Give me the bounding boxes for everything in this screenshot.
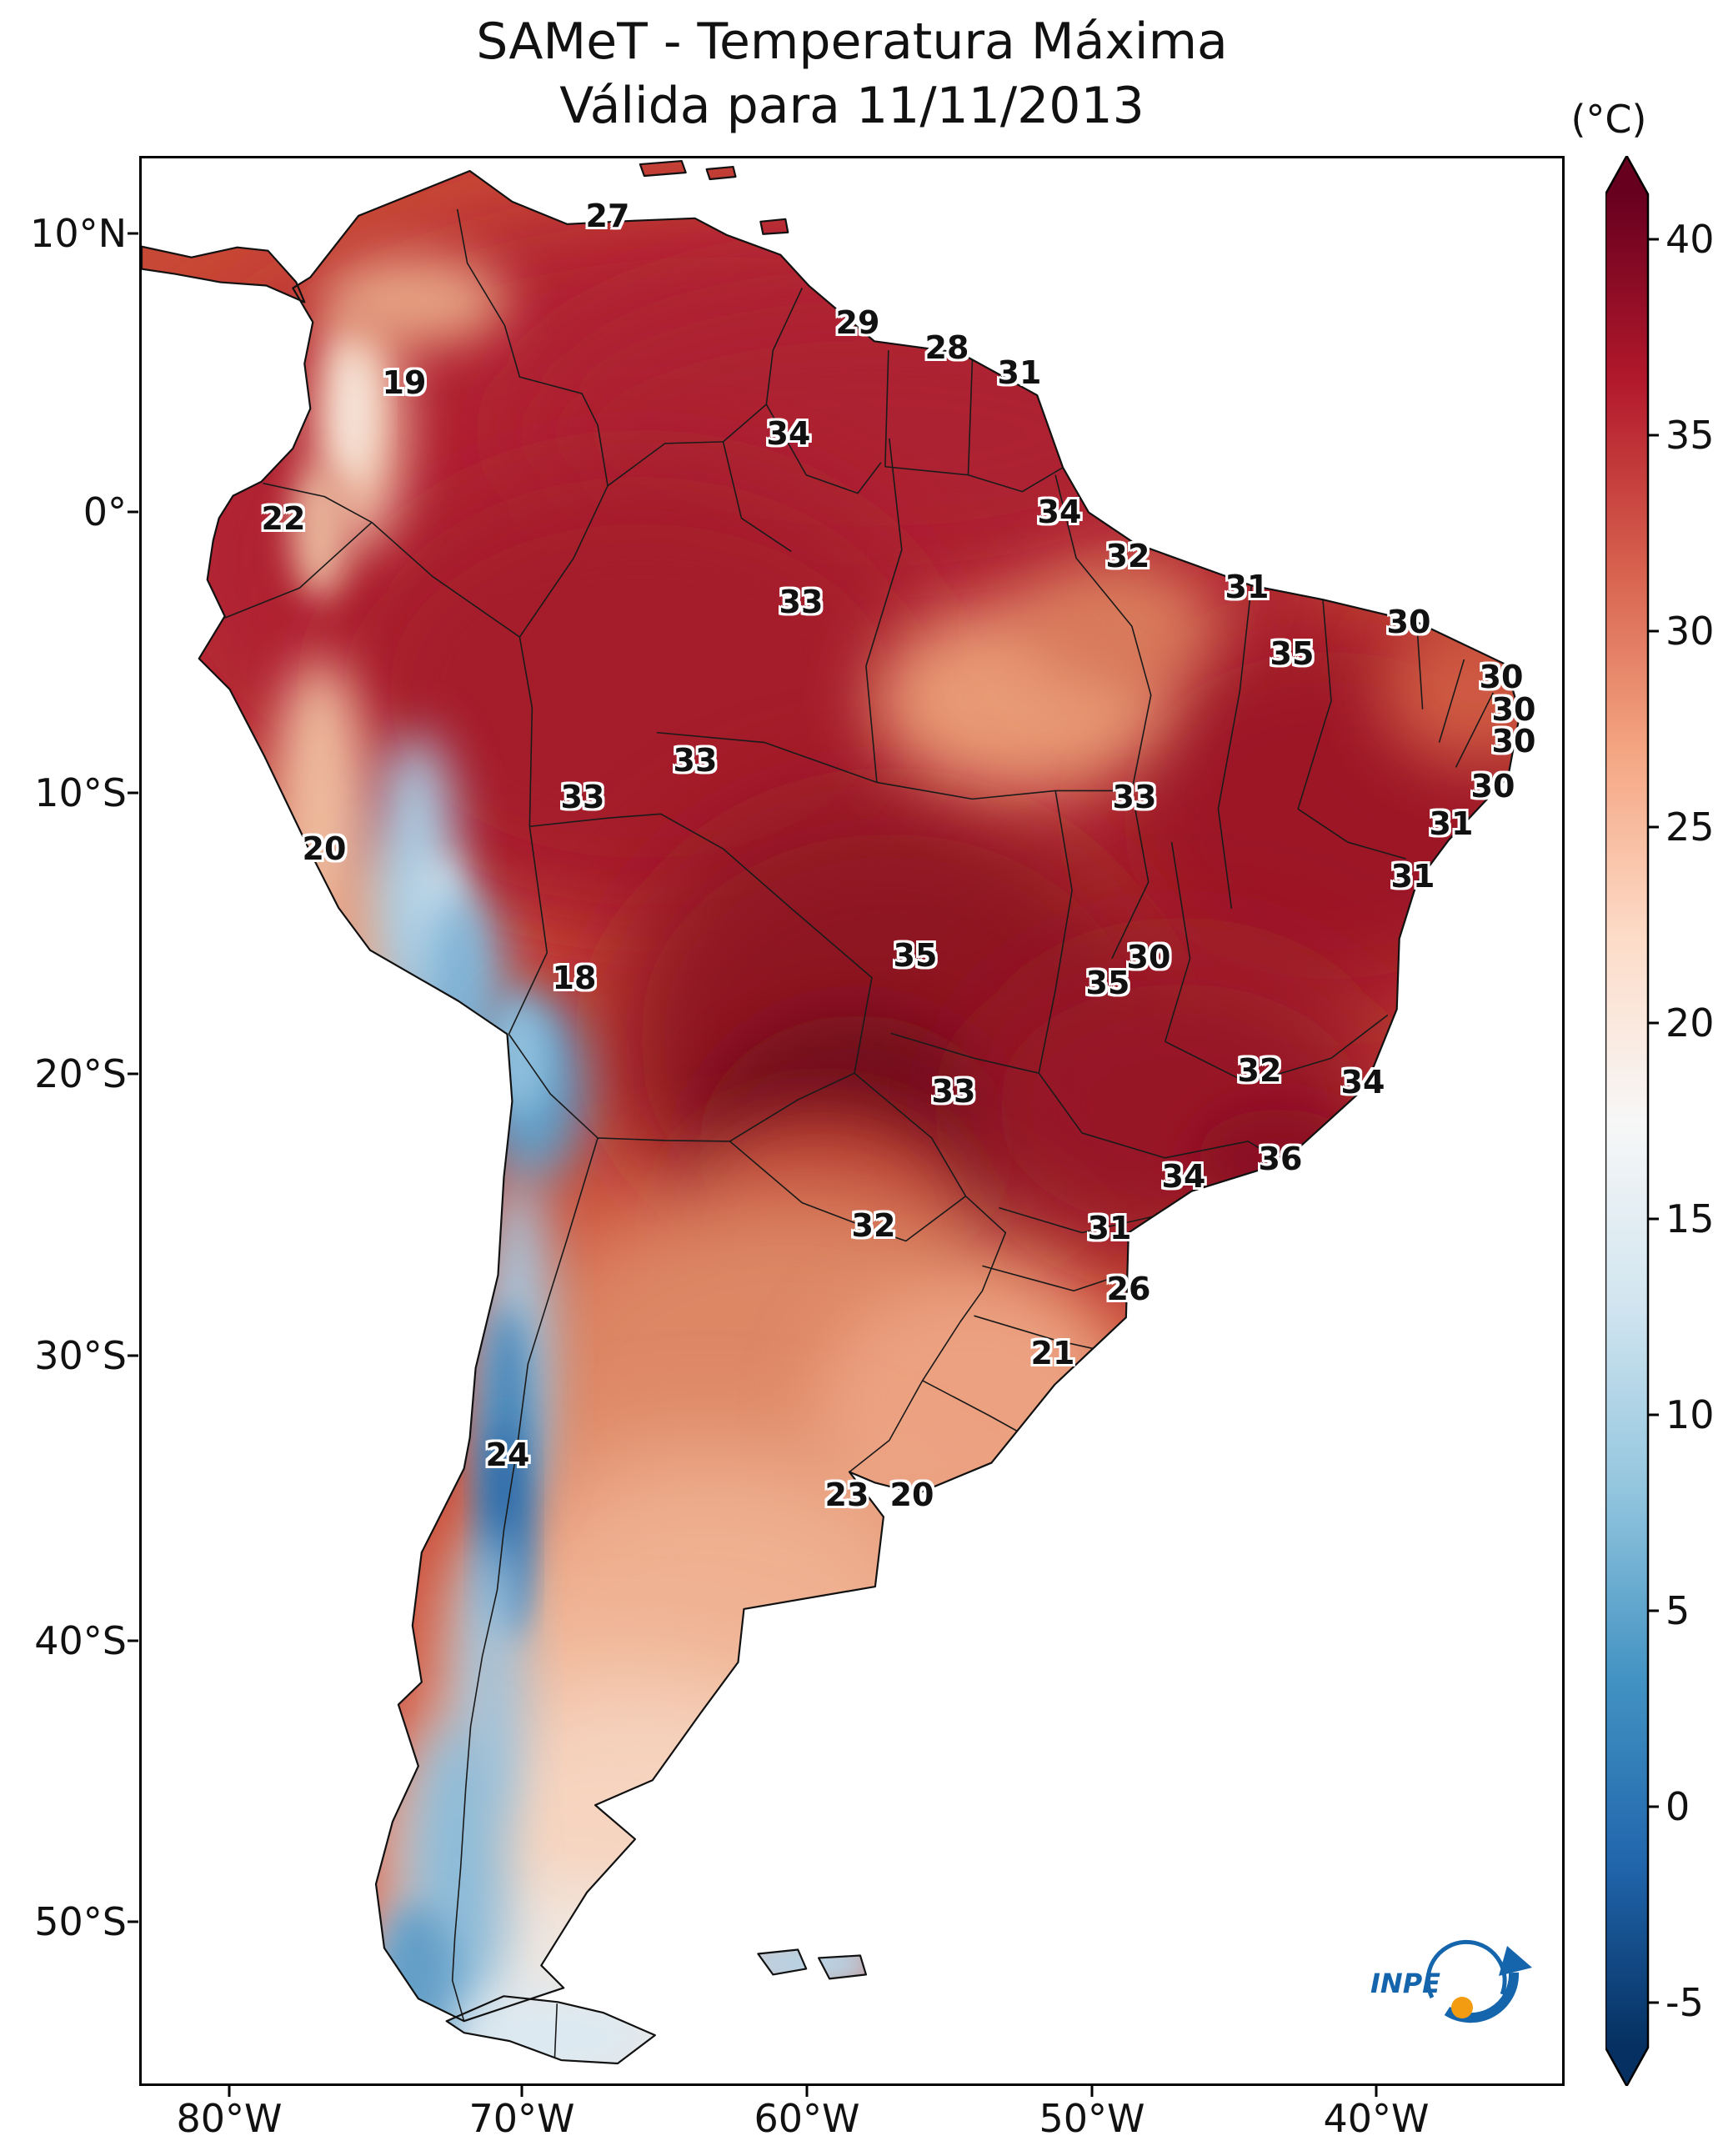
colorbar-unit-label: (°C) — [1570, 97, 1647, 142]
lon-tick-label: 70°W — [468, 2096, 575, 2141]
colorbar-tick-label: 20 — [1665, 1000, 1715, 1045]
colorbar-tick-label: -5 — [1665, 1980, 1704, 2025]
lon-tick-mark — [1375, 2086, 1378, 2097]
title-line1: SAMeT - Temperatura Máxima — [476, 13, 1228, 71]
lat-tick-label: 10°N — [30, 211, 127, 256]
lat-tick-mark — [128, 791, 138, 795]
colorbar-tick-label: 5 — [1665, 1588, 1690, 1633]
south-america-map — [142, 159, 1521, 2065]
map-frame — [139, 156, 1565, 2086]
lat-tick-label: 0° — [83, 489, 127, 534]
lon-tick-label: 80°W — [176, 2096, 283, 2141]
figure-title: SAMeT - Temperatura Máxima Válida para 1… — [139, 10, 1565, 138]
lat-tick-label: 10°S — [34, 770, 127, 815]
inpe-logo: INPE — [1367, 1924, 1542, 2034]
title-line2: Válida para 11/11/2013 — [559, 76, 1144, 135]
lat-tick-mark — [128, 1920, 138, 1923]
colorbar-tick-label: 25 — [1665, 805, 1715, 850]
lat-tick-mark — [128, 510, 138, 514]
lat-tick-label: 40°S — [34, 1618, 127, 1663]
lon-tick-mark — [520, 2086, 523, 2097]
political-borders — [224, 208, 1495, 2063]
lat-tick-label: 30°S — [34, 1333, 127, 1378]
colorbar-tick-marks — [1648, 238, 1659, 2004]
lon-tick-label: 40°W — [1323, 2096, 1430, 2141]
colorbar-tick-labels: 40 35 30 25 20 15 10 5 0 -5 — [1665, 0, 1723, 2156]
colorbar-tick-label: 30 — [1665, 609, 1715, 654]
lat-tick-label: 50°S — [34, 1899, 127, 1944]
colorbar-tick-label: 15 — [1665, 1196, 1715, 1241]
colorbar — [1604, 153, 1664, 2088]
coastline — [142, 159, 1521, 2065]
colorbar-gradient-bar — [1604, 153, 1650, 2088]
lat-tick-mark — [128, 1072, 138, 1075]
colorbar-tick-label: 0 — [1665, 1784, 1690, 1829]
lat-tick-mark — [128, 1639, 138, 1642]
lon-tick-label: 60°W — [754, 2096, 860, 2141]
temperature-field — [142, 161, 1520, 2064]
lon-tick-label: 50°W — [1039, 2096, 1145, 2141]
lon-tick-mark — [228, 2086, 231, 2097]
inpe-logo-text: INPE — [1370, 1968, 1440, 1999]
colorbar-tick-label: 35 — [1665, 413, 1715, 458]
lon-tick-mark — [805, 2086, 809, 2097]
latitude-axis: 10°N 0° 10°S 20°S 30°S 40°S 50°S — [0, 0, 138, 2156]
lon-tick-mark — [1090, 2086, 1094, 2097]
lat-tick-mark — [128, 232, 138, 235]
inpe-swirl-icon — [1425, 1939, 1532, 2023]
colorbar-tick-label: 10 — [1665, 1392, 1715, 1437]
lat-tick-mark — [128, 1354, 138, 1357]
colorbar-tick-label: 40 — [1665, 217, 1715, 262]
lat-tick-label: 20°S — [34, 1051, 127, 1096]
